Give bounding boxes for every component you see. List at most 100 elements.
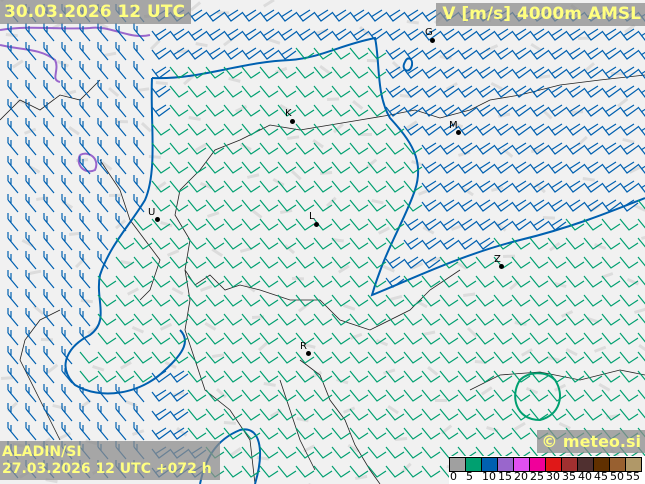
- wind-barb: [151, 199, 171, 212]
- wind-barb: [313, 294, 333, 307]
- wind-barb: [43, 289, 55, 308]
- wind-barb: [61, 118, 73, 137]
- wind-barb: [295, 389, 315, 402]
- wind-barb: [619, 313, 639, 326]
- wind-barb: [367, 294, 387, 307]
- wind-barb: [331, 370, 351, 383]
- wind-barb: [565, 237, 585, 250]
- terrain-relief: [1, 376, 14, 380]
- wind-barb: [241, 351, 261, 364]
- wind-barb: [367, 389, 387, 402]
- wind-barb: [169, 142, 189, 155]
- wind-barb: [457, 199, 477, 212]
- wind-barb: [583, 161, 603, 174]
- wind-barb: [385, 465, 405, 478]
- city-dot: [314, 222, 319, 227]
- wind-barb: [475, 104, 495, 117]
- wind-barb: [529, 294, 549, 307]
- wind-barb: [529, 408, 549, 421]
- wind-barb: [385, 85, 405, 98]
- wind-barb: [277, 218, 297, 231]
- wind-barb: [475, 47, 495, 60]
- wind-barb: [97, 232, 109, 251]
- wind-barb: [457, 66, 477, 79]
- terrain-relief: [582, 177, 595, 182]
- wind-barb: [457, 142, 477, 155]
- wind-barb: [7, 308, 19, 327]
- wind-barb: [295, 351, 315, 364]
- terrain-relief: [616, 97, 629, 108]
- wind-barb: [151, 275, 171, 288]
- wind-barb: [403, 9, 423, 22]
- terrain-relief: [33, 305, 45, 316]
- terrain-relief: [176, 427, 188, 437]
- wind-barb: [601, 28, 621, 41]
- wind-barb: [349, 446, 369, 459]
- wind-barb: [43, 365, 55, 384]
- wind-barb: [313, 370, 333, 383]
- terrain-relief: [462, 292, 476, 297]
- wind-barb: [619, 180, 639, 193]
- wind-barb: [619, 256, 639, 269]
- wind-barb: [61, 61, 73, 80]
- wind-barb: [169, 104, 189, 117]
- wind-barb: [223, 66, 243, 79]
- wind-barb: [277, 85, 297, 98]
- wind-barb: [187, 85, 207, 98]
- wind-barb: [205, 47, 225, 60]
- terrain-relief: [343, 304, 356, 311]
- wind-barb: [493, 237, 513, 250]
- wind-barb: [115, 61, 127, 80]
- wind-barb: [637, 370, 645, 381]
- wind-barb: [637, 351, 645, 362]
- terrain-relief: [46, 363, 59, 374]
- terrain-relief: [290, 170, 302, 181]
- wind-barb: [583, 28, 603, 41]
- terrain-relief: [365, 158, 378, 169]
- wind-barb: [637, 30, 645, 41]
- city-label: K: [285, 108, 292, 119]
- wind-barb: [277, 370, 297, 383]
- wind-barb: [511, 180, 531, 193]
- wind-barb: [529, 370, 549, 383]
- wind-barb: [421, 123, 441, 136]
- wind-barb: [313, 28, 333, 41]
- wind-barb: [205, 85, 225, 98]
- wind-barb: [7, 137, 19, 156]
- wind-barb: [331, 28, 351, 41]
- wind-barb: [493, 389, 513, 402]
- terrain-relief: [577, 135, 588, 147]
- wind-barb: [205, 9, 225, 22]
- wind-barb: [205, 28, 225, 41]
- wind-barb: [619, 199, 639, 212]
- wind-barb: [457, 408, 477, 421]
- wind-barb: [43, 23, 55, 42]
- wind-barb: [331, 66, 351, 79]
- terrain-relief: [343, 406, 356, 414]
- wind-barb: [187, 332, 207, 345]
- wind-barb: [241, 9, 261, 22]
- wind-barb: [133, 275, 153, 288]
- wind-barb: [115, 175, 127, 194]
- wind-barb: [25, 61, 37, 80]
- wind-barb: [7, 422, 19, 441]
- wind-barb: [115, 80, 127, 99]
- wind-barb: [331, 465, 351, 478]
- wind-barb: [439, 199, 459, 212]
- wind-barb: [511, 370, 531, 383]
- wind-barb: [421, 294, 441, 307]
- wind-barb: [493, 218, 513, 231]
- wind-barb: [259, 104, 279, 117]
- wind-barb: [115, 351, 135, 364]
- wind-barb: [385, 66, 405, 79]
- wind-barb: [7, 289, 19, 308]
- terrain-relief: [395, 436, 408, 441]
- wind-barb: [133, 370, 153, 383]
- legend-tick: 15: [498, 470, 512, 483]
- wind-barb: [403, 237, 423, 250]
- wind-barb: [331, 408, 351, 421]
- wind-barb: [187, 104, 207, 117]
- wind-barb: [511, 142, 531, 155]
- wind-barb: [403, 408, 423, 421]
- wind-barb: [439, 142, 459, 155]
